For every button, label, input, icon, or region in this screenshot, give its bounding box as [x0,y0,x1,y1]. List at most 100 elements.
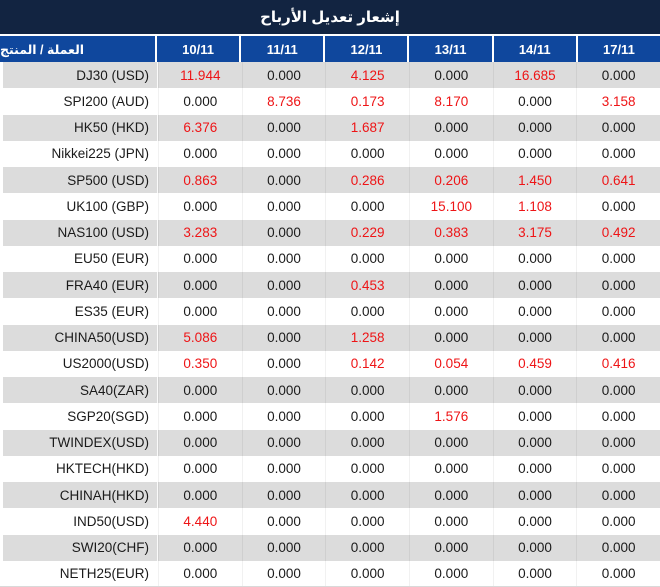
dividend-value: 0.000 [241,429,326,456]
dividend-value: 0.000 [408,429,493,456]
dividend-value: 0.000 [241,272,326,299]
dividend-value: 0.000 [576,62,660,89]
dividend-value: 0.000 [576,482,660,509]
product-label: NAS100 (USD) [3,219,158,246]
dividend-value: 0.000 [158,88,242,115]
dividend-value: 0.000 [576,298,660,325]
dividend-value: 0.000 [241,114,326,141]
dividend-value: 0.000 [408,62,493,89]
dividend-value: 0.000 [325,455,409,482]
dividend-value: 0.000 [492,482,577,509]
dividend-value: 3.283 [158,219,242,246]
dividend-value: 11.944 [158,62,242,89]
dividend-value: 0.000 [241,508,326,535]
column-header-date-1: 10/11 [155,36,239,62]
dividend-value: 0.453 [325,272,409,299]
dividend-value: 0.000 [325,508,409,535]
table-row: US2000(USD) 0.350 0.000 0.142 0.054 0.459 0.41… [0,350,660,377]
table-row: SWI20(CHF) 0.000 0.000 0.000 0.000 0.000 0.000 [0,534,660,561]
title-bar: إشعار تعديل الأرباح [0,0,660,36]
product-label: ES35 (EUR) [3,298,158,325]
product-label: SPI200 (AUD) [3,88,158,115]
dividend-value: 0.459 [492,350,577,377]
dividend-value: 0.000 [241,167,326,194]
table-row: SA40(ZAR) 0.000 0.000 0.000 0.000 0.000 0.000 [0,377,660,404]
dividend-value: 0.000 [325,482,409,509]
dividend-value: 0.000 [241,455,326,482]
dividend-value: 0.000 [576,114,660,141]
dividend-value: 4.125 [325,62,409,89]
dividend-value: 0.000 [158,403,242,430]
table-row: NETH25(EUR) 0.000 0.000 0.000 0.000 0.000 0.00… [0,560,660,586]
dividend-value: 0.206 [408,167,493,194]
dividend-value: 0.000 [408,534,493,561]
dividend-value: 0.286 [325,167,409,194]
dividend-value: 0.054 [408,350,493,377]
product-label: NETH25(EUR) [3,560,158,586]
dividend-value: 0.000 [325,403,409,430]
product-label: CHINAH(HKD) [3,482,158,509]
dividend-value: 0.000 [576,324,660,351]
dividend-value: 0.000 [492,245,577,272]
dividend-value: 0.416 [576,350,660,377]
dividend-value: 0.383 [408,219,493,246]
dividend-value: 0.000 [408,298,493,325]
dividend-value: 0.000 [241,219,326,246]
dividend-value: 0.350 [158,350,242,377]
dividend-value: 1.687 [325,114,409,141]
column-header-date-4: 13/11 [407,36,491,62]
dividend-value: 0.000 [408,377,493,404]
dividend-value: 0.000 [325,245,409,272]
dividend-value: 1.258 [325,324,409,351]
dividend-value: 0.000 [492,377,577,404]
dividend-value: 8.736 [241,88,326,115]
dividend-value: 8.170 [408,88,493,115]
dividend-value: 0.000 [325,429,409,456]
dividend-value: 0.000 [492,403,577,430]
dividend-value: 0.000 [158,560,242,586]
dividend-value: 0.000 [158,377,242,404]
product-label: HKTECH(HKD) [3,455,158,482]
dividend-value: 0.000 [241,193,326,220]
dividend-value: 0.000 [241,350,326,377]
dividend-value: 0.000 [576,140,660,167]
dividend-value: 0.000 [408,508,493,535]
dividend-value: 0.229 [325,219,409,246]
dividend-value: 0.000 [408,482,493,509]
table-row: EU50 (EUR) 0.000 0.000 0.000 0.000 0.000 0.000 [0,245,660,272]
dividend-value: 0.000 [576,377,660,404]
table-row: SGP20(SGD) 0.000 0.000 0.000 1.576 0.000 0.000 [0,403,660,430]
column-header-date-6: 17/11 [575,36,660,62]
product-label: HK50 (HKD) [3,114,158,141]
dividend-value: 0.000 [241,403,326,430]
dividend-value: 0.000 [576,508,660,535]
dividend-value: 0.000 [158,272,242,299]
page-title: إشعار تعديل الأرباح [260,9,400,26]
dividend-value: 0.000 [325,377,409,404]
dividend-value: 5.086 [158,324,242,351]
dividend-value: 0.000 [325,193,409,220]
dividend-value: 0.000 [158,193,242,220]
dividend-value: 0.000 [158,429,242,456]
dividend-value: 0.000 [576,272,660,299]
dividend-value: 0.000 [576,403,660,430]
table-row: DJ30 (USD) 11.944 0.000 4.125 0.000 16.685 0.0… [0,62,660,89]
dividend-value: 0.000 [492,429,577,456]
dividend-value: 0.000 [158,455,242,482]
dividend-value: 0.000 [325,534,409,561]
dividend-value: 0.000 [408,455,493,482]
dividend-value: 1.450 [492,167,577,194]
table-row: UK100 (GBP) 0.000 0.000 0.000 15.100 1.108 0.0… [0,193,660,220]
dividend-value: 0.000 [408,272,493,299]
dividend-value: 0.000 [492,560,577,586]
dividend-value: 0.000 [576,193,660,220]
dividend-value: 0.000 [492,140,577,167]
dividend-value: 0.000 [576,455,660,482]
dividend-value: 0.142 [325,350,409,377]
table-header-row: العملة / المنتج 10/11 11/11 12/11 13/11 … [0,36,660,62]
product-label: UK100 (GBP) [3,193,158,220]
dividend-value: 0.000 [408,114,493,141]
dividend-value: 0.000 [241,534,326,561]
product-label: SGP20(SGD) [3,403,158,430]
